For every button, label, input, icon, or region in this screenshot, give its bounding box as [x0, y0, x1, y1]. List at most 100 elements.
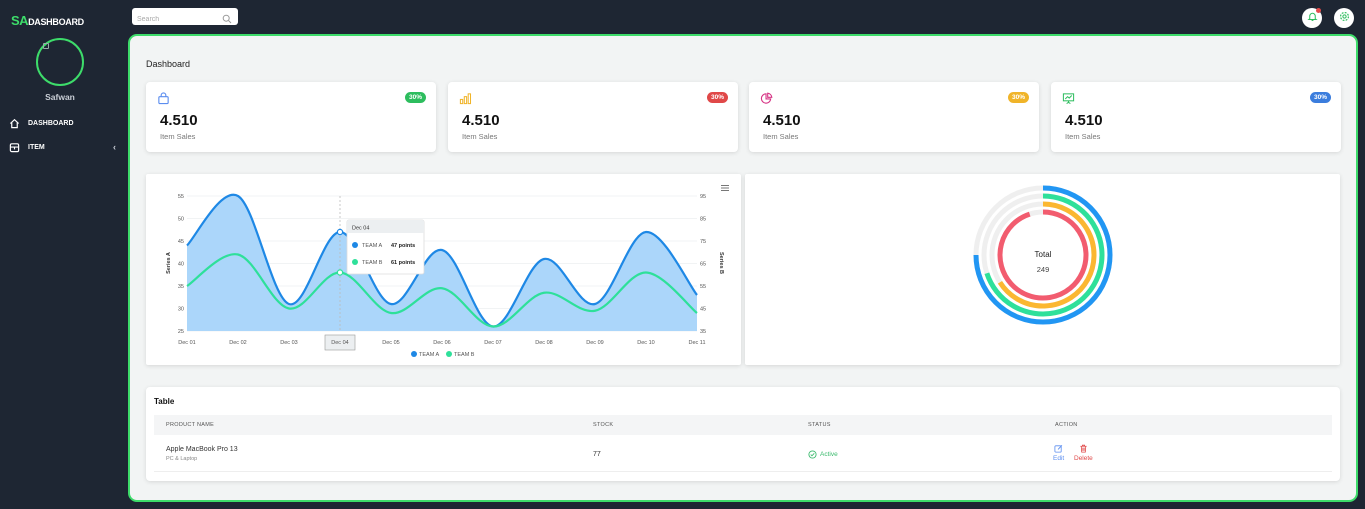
y-tick-label-right: 65: [700, 262, 706, 268]
stat-card: 30% 4.510 Item Sales: [448, 82, 738, 152]
search-box: [132, 8, 238, 27]
x-tick-label: Dec 07: [484, 340, 501, 346]
column-header-product[interactable]: PRODUCT NAME: [166, 422, 215, 428]
sidebar: SA DASHBOARD Safwan DASHBOARD ITEM ‹: [0, 0, 124, 509]
box-icon: [8, 141, 20, 153]
y-tick-label-left: 40: [178, 262, 184, 268]
series-line-team-a: [186, 193, 698, 328]
sidebar-item-label: ITEM: [28, 143, 45, 151]
chart-tooltip: Dec 04 TEAM A 47 points TEAM B 61 points: [346, 219, 425, 275]
y-tick-label-left: 35: [178, 284, 184, 290]
area-chart[interactable]: 25 30 35 40 45 50 55 35 45 55 65 75 85 95 Dec 01 Dec …: [146, 174, 741, 365]
tooltip-series-a: TEAM A: [362, 243, 383, 249]
sidebar-item-label: DASHBOARD: [28, 119, 74, 127]
brand-logo[interactable]: SA DASHBOARD: [11, 13, 84, 28]
y-tick-label-right: 55: [700, 284, 706, 290]
trash-icon: [1079, 444, 1088, 455]
y-axis-label-right: Series B: [718, 252, 724, 274]
legend-marker-team-a: [411, 351, 417, 357]
stat-value: 4.510: [763, 112, 801, 129]
y-tick-label-left: 55: [178, 194, 184, 200]
x-tick-label: Dec 05: [382, 340, 399, 346]
legend-label-team-a[interactable]: TEAM A: [419, 352, 440, 358]
x-tick-label: Dec 11: [688, 340, 705, 346]
table-title: Table: [154, 397, 175, 406]
point-marker-team-a: [336, 228, 344, 236]
legend-marker-team-b: [446, 351, 452, 357]
y-tick-label-right: 75: [700, 239, 706, 245]
radial-bar-3: [997, 209, 1089, 301]
hamburger-icon[interactable]: [721, 185, 729, 191]
chevron-left-icon[interactable]: ‹: [113, 142, 116, 152]
column-header-status[interactable]: STATUS: [808, 422, 831, 428]
stat-label: Item Sales: [462, 132, 498, 141]
avatar[interactable]: [36, 38, 84, 86]
tooltip-value-b: 61 points: [391, 260, 415, 266]
stat-label: Item Sales: [1065, 132, 1101, 141]
edit-button[interactable]: Edit: [1053, 444, 1064, 462]
y-tick-label-left: 45: [178, 239, 184, 245]
x-tick-label: Dec 09: [586, 340, 603, 346]
legend-label-team-b[interactable]: TEAM B: [454, 352, 475, 358]
settings-button[interactable]: [1334, 8, 1354, 28]
bell-icon: [1306, 9, 1318, 27]
search-icon[interactable]: [222, 11, 232, 29]
radial-bar-chart[interactable]: Total 249: [745, 174, 1340, 365]
page-title: Dashboard: [146, 59, 191, 69]
broken-image-icon: [43, 43, 49, 49]
status-label: Active: [820, 451, 838, 458]
x-tick-label: Dec 10: [637, 340, 654, 346]
status-badge: Active: [808, 450, 838, 459]
point-marker-team-b: [336, 269, 344, 276]
product-category: PC & Laptop: [166, 456, 198, 462]
y-axis-label-left: Series A: [166, 252, 172, 274]
change-badge: 30%: [706, 92, 728, 103]
y-tick-label-right: 95: [700, 194, 706, 200]
stat-value: 4.510: [1065, 112, 1103, 129]
radial-bar-2: [997, 201, 1097, 309]
y-tick-label-right: 35: [700, 329, 706, 335]
tooltip-series-b: TEAM B: [362, 260, 383, 266]
stat-label: Item Sales: [160, 132, 196, 141]
column-header-action: ACTION: [1055, 422, 1078, 428]
product-name: Apple MacBook Pro 13: [166, 446, 238, 453]
radial-center-label: Total: [1035, 250, 1052, 259]
y-tick-label-right: 85: [700, 217, 706, 223]
tooltip-title: Dec 04: [352, 226, 369, 232]
delete-button[interactable]: Delete: [1074, 444, 1093, 462]
x-tick-label: Dec 01: [178, 340, 195, 346]
stat-value: 4.510: [160, 112, 198, 129]
stat-value: 4.510: [462, 112, 500, 129]
pie-chart-icon: [760, 92, 773, 110]
x-tick-highlight: [324, 334, 356, 351]
brand-mark: SA: [11, 13, 29, 28]
x-tick-label: Dec 03: [280, 340, 297, 346]
product-stock: 77: [593, 451, 601, 458]
presentation-chart-icon: [1062, 92, 1075, 110]
y-tick-label-right: 45: [700, 307, 706, 313]
change-badge: 30%: [1309, 92, 1331, 103]
stat-card: 30% 4.510 Item Sales: [146, 82, 436, 152]
radial-bar-1: [984, 193, 1105, 317]
change-badge: 30%: [404, 92, 426, 103]
search-input[interactable]: [137, 12, 217, 27]
x-tick-label: Dec 08: [535, 340, 552, 346]
brand-name: DASHBOARD: [28, 17, 84, 27]
table-card: Table PRODUCT NAME STOCK STATUS ACTION A…: [146, 387, 1340, 481]
series-line-team-b: [186, 253, 698, 328]
settings-icon: [1339, 9, 1350, 27]
delete-label: Delete: [1074, 455, 1093, 462]
home-icon: [8, 117, 20, 129]
user-name: Safwan: [45, 92, 75, 102]
chart-legend: TEAM A TEAM B: [411, 351, 475, 358]
notification-button[interactable]: [1302, 8, 1322, 28]
stat-card: 30% 4.510 Item Sales: [749, 82, 1039, 152]
line-chart-card: 25 30 35 40 45 50 55 35 45 55 65 75 85 95 Dec 01 Dec …: [146, 174, 741, 365]
stat-card: 30% 4.510 Item Sales: [1051, 82, 1341, 152]
sidebar-item-dashboard[interactable]: DASHBOARD: [8, 116, 118, 130]
y-tick-label-left: 25: [178, 329, 184, 335]
column-header-stock[interactable]: STOCK: [593, 422, 614, 428]
sidebar-item-item[interactable]: ITEM ‹: [8, 140, 118, 154]
x-tick-label: Dec 06: [433, 340, 450, 346]
radial-chart-card: Total 249: [745, 174, 1340, 365]
